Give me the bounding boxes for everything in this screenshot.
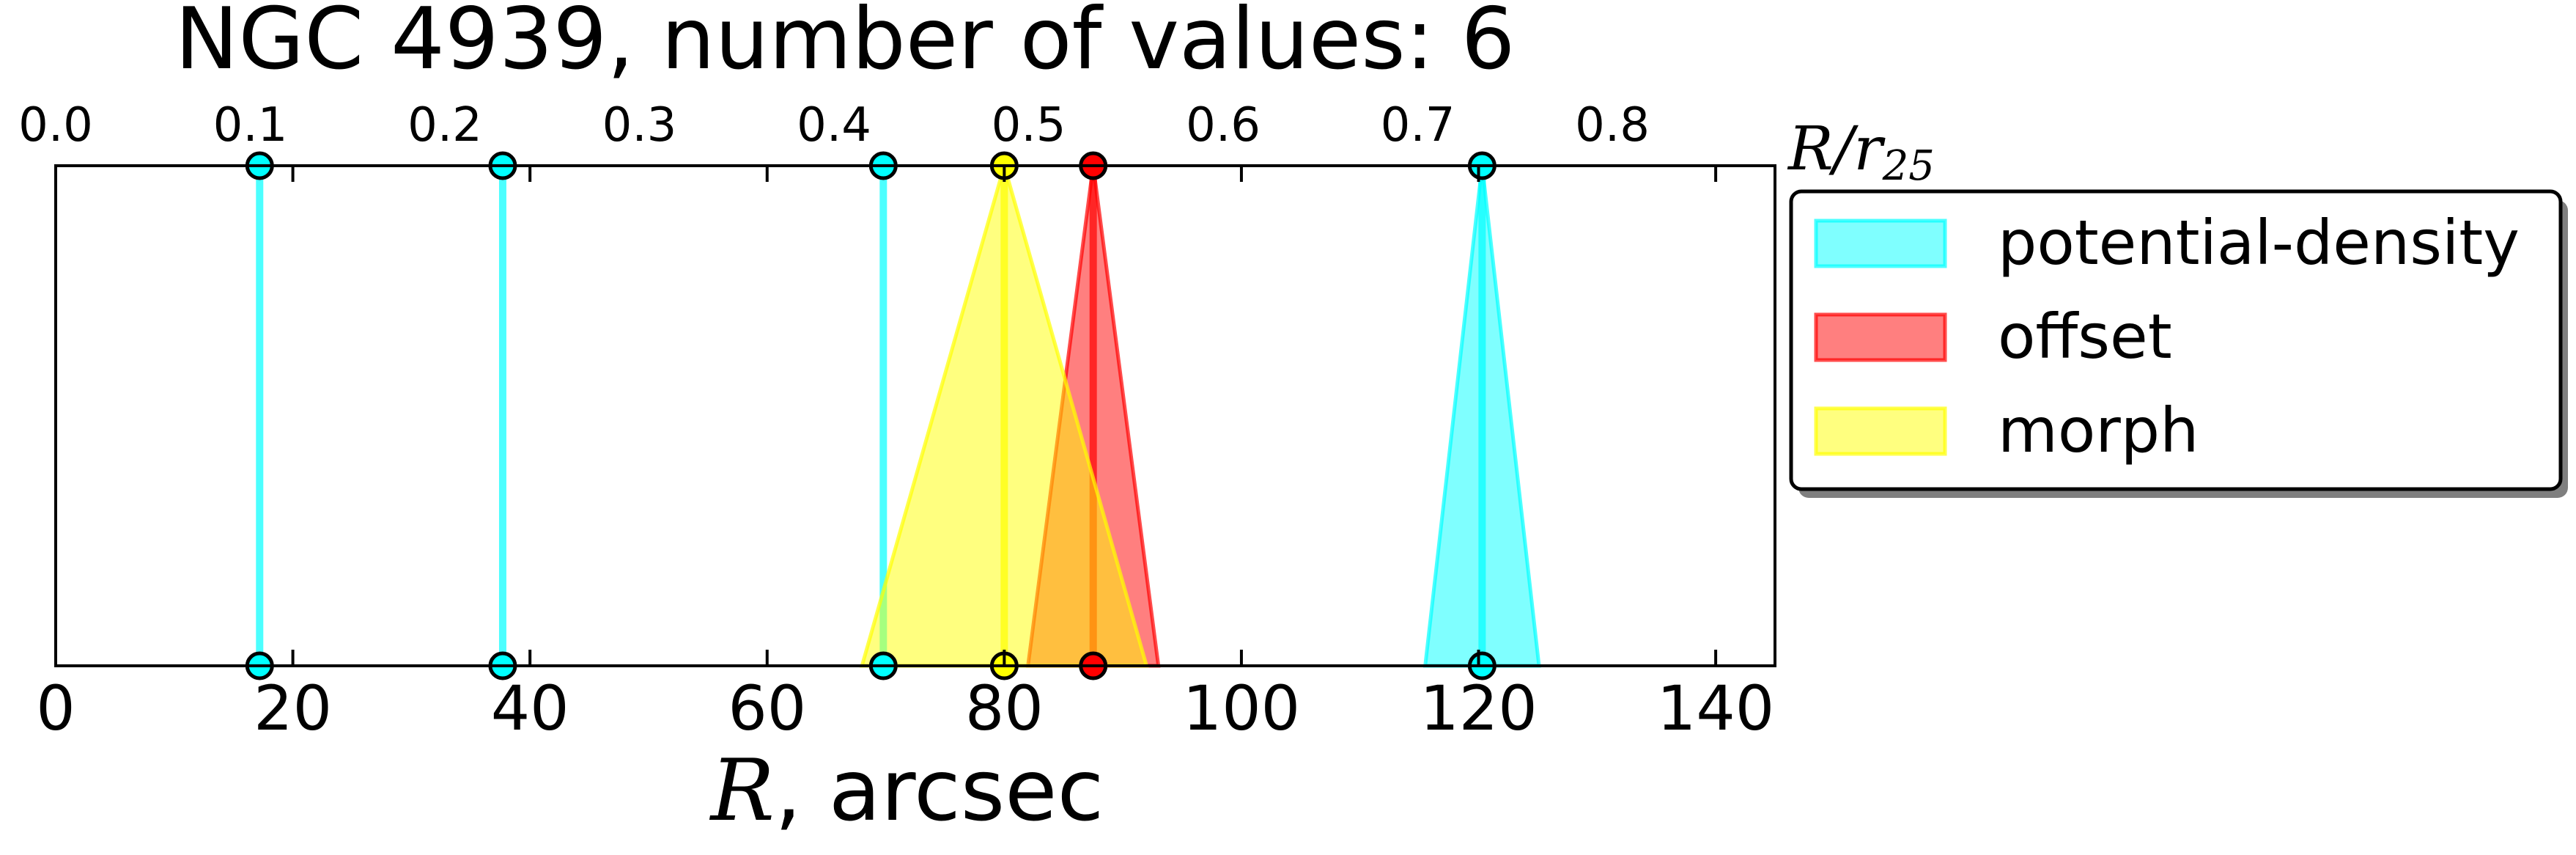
top-tick-label: 0.2	[407, 98, 482, 153]
svg-text:R, arcsec: R, arcsec	[709, 741, 1104, 840]
x-axis-label: R, arcsec	[709, 741, 1104, 840]
top-axis-label-subscript: 25	[1882, 142, 1935, 190]
top-x-axis: 0.0 0.1 0.2 0.3 0.4 0.5 0.6 0.7 0.8	[18, 98, 1650, 153]
legend-label-potential-density: potential-density	[1998, 207, 2520, 279]
x-axis-label-symbol: R	[709, 741, 775, 840]
top-tick-label: 0.0	[18, 98, 93, 153]
legend-box	[1789, 189, 2563, 491]
x-axis-label-text: , arcsec	[775, 741, 1104, 840]
top-axis-label-base: R/r	[1787, 114, 1886, 184]
bottom-tick-label: 120	[1420, 672, 1537, 744]
bottom-x-axis: 0 20 40 60 80 100 120 140	[36, 166, 1774, 744]
bottom-tick-label: 20	[254, 672, 332, 744]
legend: potential-density offset morph	[1789, 189, 2568, 498]
top-axis-label: R/r25	[1787, 114, 1935, 190]
bottom-tick-label: 0	[36, 672, 75, 744]
plot-frame	[54, 164, 1776, 667]
top-tick-label: 0.7	[1381, 98, 1455, 153]
top-tick-label: 0.3	[602, 98, 677, 153]
legend-swatch-potential-density	[1814, 219, 1947, 268]
bottom-tick-label: 60	[728, 672, 806, 744]
bottom-tick-label: 40	[491, 672, 569, 744]
legend-label-morph: morph	[1998, 395, 2199, 466]
legend-swatch-offset	[1814, 312, 1947, 362]
svg-text:R/r25: R/r25	[1787, 114, 1935, 190]
top-tick-label: 0.5	[992, 98, 1066, 153]
legend-label-offset: offset	[1998, 301, 2172, 373]
top-tick-label: 0.4	[797, 98, 871, 153]
chart-title: NGC 4939, number of values: 6	[175, 0, 1516, 89]
legend-swatch-morph	[1814, 406, 1947, 456]
bottom-tick-label: 140	[1657, 672, 1774, 744]
bottom-tick-label: 100	[1183, 672, 1300, 744]
top-tick-label: 0.6	[1186, 98, 1261, 153]
bottom-tick-label: 80	[965, 672, 1044, 744]
plot-area	[54, 151, 1776, 680]
top-tick-label: 0.8	[1575, 98, 1650, 153]
top-tick-label: 0.1	[213, 98, 288, 153]
